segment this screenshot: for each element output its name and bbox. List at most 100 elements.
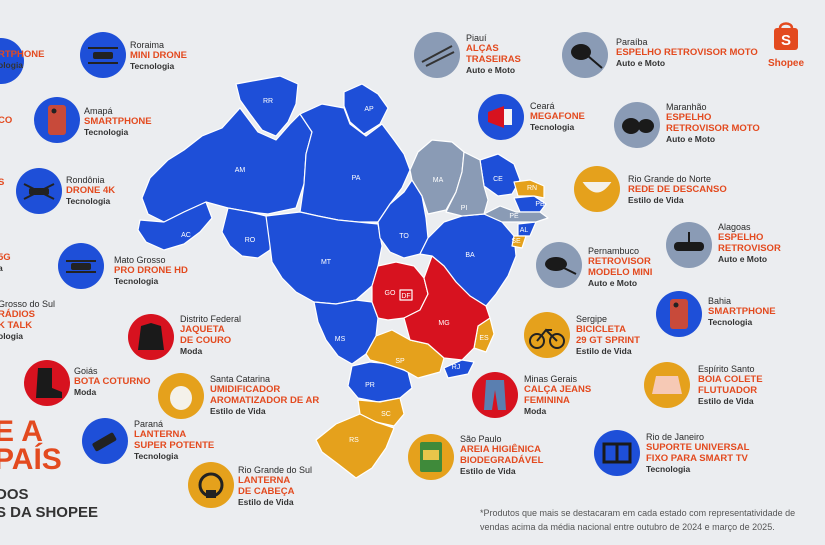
mini-mirror-image: [536, 242, 582, 288]
state-name: Amapá: [84, 106, 113, 116]
map-label-rn: RN: [527, 185, 537, 192]
state-name: Goiás: [74, 366, 98, 376]
category: Auto e Moto: [588, 278, 638, 288]
callout-rio-grande-do-sul: Rio Grande do Sul LANTERNA DE CABEÇA Est…: [238, 465, 312, 508]
map-label-ro: RO: [245, 237, 256, 244]
headline-line2: PAÍS: [0, 443, 62, 476]
tv-mount-image: [594, 430, 640, 476]
category: Estilo de Vida: [698, 396, 754, 406]
megaphone-image: [478, 94, 524, 140]
product-name-line2: FIXO PARA SMART TV: [646, 453, 748, 464]
rear-rack-icon: [421, 45, 455, 67]
map-label-mt: MT: [321, 259, 332, 266]
state-name: Bahia: [708, 296, 732, 306]
state-name: Rondônia: [66, 175, 105, 185]
state-rr: [235, 75, 299, 137]
map-label-es: ES: [479, 335, 489, 342]
category: Auto e Moto: [466, 65, 516, 75]
product-name: SMARTPHONE: [708, 306, 776, 317]
svg-text:S: S: [781, 32, 791, 49]
state-al: [517, 221, 537, 237]
product-name-line2: AROMATIZADOR DE AR: [210, 395, 320, 406]
state-name: Distrito Federal: [180, 314, 242, 324]
state-pe: [483, 205, 549, 223]
state-rs: [315, 413, 395, 479]
state-df: [399, 289, 413, 301]
smartphone-icon: [670, 299, 688, 329]
brand-name: Shopee: [767, 58, 805, 69]
jacket-image: [128, 314, 174, 360]
state-name: Paraná: [134, 419, 164, 429]
callout-parana: Paraná LANTERNA SUPER POTENTE Tecnologia: [134, 419, 214, 462]
headlamp-icon: [198, 472, 224, 498]
callout-rio-de-janeiro: Rio de Janeiro SUPORTE UNIVERSAL FIXO PA…: [646, 432, 749, 475]
category: Tecnologia: [130, 61, 175, 71]
product-name-line2: 29 GT SPRINT: [576, 335, 640, 346]
cat-litter-image: [408, 434, 454, 480]
callout-left-top: RTPHONE ologia: [0, 49, 44, 71]
product-name-line2: TRASEIRAS: [466, 54, 521, 65]
state-se: [511, 235, 527, 249]
category: Moda: [524, 406, 547, 416]
bicycle-icon: [529, 328, 565, 349]
state-name: Roraima: [130, 40, 165, 50]
callout-alagoas: Alagoas ESPELHO RETROVISOR Auto e Moto: [718, 222, 781, 265]
callout-sergipe: Sergipe BICICLETA 29 GT SPRINT Estilo de…: [576, 314, 640, 357]
product-name: CO: [0, 115, 13, 126]
state-name: Grosso do Sul: [0, 299, 56, 309]
product-name: BICICLETA: [576, 324, 626, 335]
product-name-line2: BIODEGRADÁVEL: [460, 455, 544, 466]
state-pa: [299, 103, 411, 223]
map-label-df: DF: [401, 293, 410, 300]
category: Estilo de Vida: [210, 406, 266, 416]
product-name-line2: RETROVISOR: [718, 243, 781, 254]
drone-4k-image: [16, 168, 62, 214]
callout-mato-grosso: Mato Grosso PRO DRONE HD Tecnologia: [114, 255, 188, 287]
shopee-logo: S Shopee: [760, 18, 812, 69]
product-name: RTPHONE: [0, 49, 45, 60]
mirror-icon: [571, 44, 603, 69]
product-name: ESPELHO: [718, 232, 764, 243]
headline-line1: E A: [0, 415, 43, 448]
map-label-se: SE: [511, 238, 521, 245]
callout-piaui: Piauí ALÇAS TRASEIRAS Auto e Moto: [466, 33, 521, 76]
product-name-line2: DE COURO: [180, 335, 232, 346]
state-name: Rio de Janeiro: [646, 432, 705, 442]
drone-icon: [23, 183, 55, 200]
category: Estilo de Vida: [238, 497, 294, 507]
product-name: S: [0, 177, 5, 188]
subline-line2: S DA SHOPEE: [0, 504, 98, 521]
map-label-pi: PI: [461, 205, 468, 212]
product-name-line2: RETROVISOR MOTO: [666, 123, 760, 134]
footnote: *Produtos que mais se destacaram em cada…: [480, 508, 796, 532]
state-name: Espírito Santo: [698, 364, 755, 374]
category: Estilo de Vida: [628, 195, 684, 205]
product-name: SMARTPHONE: [84, 116, 152, 127]
product-name: SUPORTE UNIVERSAL: [646, 442, 750, 453]
category: Tecnologia: [114, 276, 159, 286]
callout-sao-paulo: São Paulo AREIA HIGIÊNICA BIODEGRADÁVEL …: [460, 434, 543, 477]
map-label-ap: AP: [364, 106, 374, 113]
drone-icon: [88, 47, 118, 64]
hammock-icon: [581, 181, 613, 194]
state-name: Piauí: [466, 33, 487, 43]
map-label-to: TO: [399, 233, 409, 240]
map-label-pa: PA: [352, 175, 361, 182]
state-name: Maranhão: [666, 102, 707, 112]
state-name: Pernambuco: [588, 246, 640, 256]
product-name: RÁDIOS: [0, 309, 35, 320]
map-label-ma: MA: [433, 177, 444, 184]
callout-goias: Goiás BOTA COTURNO Moda: [74, 366, 151, 398]
life-vest-image: [644, 362, 690, 408]
tv-mount-icon: [602, 442, 632, 464]
mirror-icon: [545, 257, 577, 275]
product-name: ESPELHO RETROVISOR MOTO: [616, 47, 758, 58]
jeans-image: [472, 372, 518, 418]
subline: DOS S DA SHOPEE: [0, 486, 98, 522]
smartphone-icon: [48, 105, 66, 135]
state-ce: [479, 153, 521, 197]
moto-mirror-image: [562, 32, 608, 78]
state-name: Ceará: [530, 101, 555, 111]
product-name: UMIDIFICADOR: [210, 384, 281, 395]
callout-left-4: 5G a: [0, 252, 11, 274]
